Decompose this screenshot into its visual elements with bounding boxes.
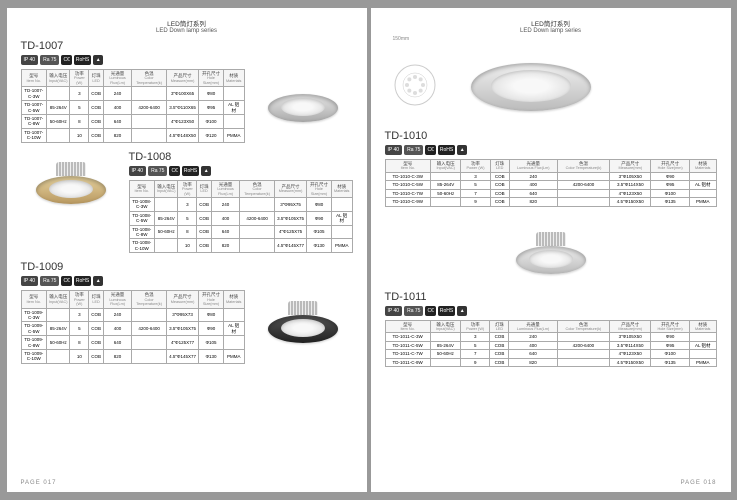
lamp-icon	[36, 166, 106, 206]
table-row: TD-1009-C-8W50-60Hz8COB6404"Φ125X77Φ105	[21, 336, 244, 350]
rohs-badge: RoHS	[438, 306, 455, 316]
right-page: LED筒灯系列 LED Down lamp series 150mm TD-10…	[371, 8, 731, 492]
page-header-left: LED筒灯系列 LED Down lamp series	[21, 18, 353, 34]
table-row: TD-1010-C-7W50-60Hz7COB6404"Φ123X50Φ100	[385, 189, 716, 197]
lamp-icon	[471, 55, 591, 115]
table-row: TD-1008-C-10W10COB8204.5"Φ145X77Φ130PMMA	[129, 239, 352, 253]
model-title: TD-1011	[385, 291, 717, 303]
rohs-badge: RoHS	[438, 145, 455, 155]
model-title: TD-1008	[129, 151, 353, 163]
model-title: TD-1009	[21, 261, 353, 273]
triangle-icon: ▲	[93, 276, 103, 286]
product-TD-1011: TD-1011 IP 40 Ra 75 C€ RoHS ▲ 型号Item No.…	[385, 221, 717, 368]
product-image	[451, 40, 611, 130]
ip-badge: IP 40	[385, 145, 403, 155]
ce-badge: C€	[425, 145, 435, 155]
table-row: TD-1011-C-9W9COB8204.5"Φ150X50Φ135PMMA	[385, 358, 716, 366]
triangle-icon: ▲	[201, 166, 211, 176]
ce-badge: C€	[61, 276, 71, 286]
table-row: TD-1008-C-5W85-264V5COB4004200-64003.5"Φ…	[129, 211, 352, 225]
ip-badge: IP 40	[21, 276, 39, 286]
product-image	[253, 69, 353, 139]
lamp-icon	[268, 305, 338, 345]
ce-badge: C€	[61, 55, 71, 65]
badges: IP 40 Ra 75 C€ RoHS ▲	[385, 145, 717, 155]
table-row: TD-1008-C-8W50-60Hz8COB6404"Φ125X75Φ105	[129, 225, 352, 239]
ra-badge: Ra 75	[40, 55, 59, 65]
ra-badge: Ra 75	[404, 145, 423, 155]
product-image	[501, 221, 601, 291]
table-row: TD-1008-C-3W3COB2403"Φ95X75Φ80	[129, 198, 352, 212]
product-image	[253, 290, 353, 360]
spec-table: 型号Item No.输入电压Input(VAC)功率Power (W)灯珠LED…	[21, 69, 245, 143]
ce-badge: C€	[425, 306, 435, 316]
lamp-icon	[516, 236, 586, 276]
triangle-icon: ▲	[457, 306, 467, 316]
table-row: TD-1010-C-3W3COB2403"Φ105X50Φ90	[385, 172, 716, 180]
product-TD-1008: TD-1008 IP 40 Ra 75 C€ RoHS ▲ 型号Item No.…	[21, 151, 353, 254]
spec-table: 型号Item No.输入电压Input(VAC)功率Power (W)灯珠LED…	[21, 290, 245, 364]
model-title: TD-1010	[385, 130, 717, 142]
table-row: TD-1007-C-8W50-60Hz8COB6404"Φ123X50Φ100	[21, 115, 244, 129]
table-row: TD-1010-C-9W9COB8204.5"Φ150X50Φ135PMMA	[385, 198, 716, 206]
rohs-badge: RoHS	[74, 55, 91, 65]
page-header-right: LED筒灯系列 LED Down lamp series	[385, 18, 717, 34]
lamp-icon	[268, 84, 338, 124]
model-title: TD-1007	[21, 40, 353, 52]
table-row: TD-1009-C-3W3COB2403"Φ95X73Φ80	[21, 308, 244, 322]
spec-table: 型号Item No.输入电压Input(VAC)功率Power (W)灯珠LED…	[385, 320, 717, 368]
spec-table: 型号Item No.输入电压Input(VAC)功率Power (W)灯珠LED…	[129, 180, 353, 254]
left-page: LED筒灯系列 LED Down lamp series TD-1007 IP …	[7, 8, 367, 492]
ra-badge: Ra 75	[404, 306, 423, 316]
side-view-icon: 150mm	[385, 55, 445, 115]
table-row: TD-1007-C-3W3COB2403"Φ100X65Φ80	[21, 87, 244, 101]
rohs-badge: RoHS	[74, 276, 91, 286]
table-row: TD-1011-C-7W50-60Hz7COB6404"Φ123X50Φ100	[385, 350, 716, 358]
badges: IP 40 Ra 75 C€ RoHS ▲	[129, 166, 353, 176]
badges: IP 40 Ra 75 C€ RoHS ▲	[385, 306, 717, 316]
badges: IP 40 Ra 75 C€ RoHS ▲	[21, 276, 353, 286]
product-TD-1009: TD-1009 IP 40 Ra 75 C€ RoHS ▲ 型号Item No.…	[21, 261, 353, 364]
table-row: TD-1011-C-5W85-264V5COB4004200-64003.5"Φ…	[385, 341, 716, 349]
product-image	[21, 151, 121, 221]
ip-badge: IP 40	[21, 55, 39, 65]
table-row: TD-1007-C-10W10COB8204.5"Φ148X50Φ120PMMA	[21, 128, 244, 142]
ra-badge: Ra 75	[40, 276, 59, 286]
ra-badge: Ra 75	[148, 166, 167, 176]
triangle-icon: ▲	[93, 55, 103, 65]
ip-badge: IP 40	[385, 306, 403, 316]
table-row: TD-1011-C-3W3COB2403"Φ105X50Φ90	[385, 333, 716, 341]
rohs-badge: RoHS	[182, 166, 199, 176]
page-number-right: PAGE 018	[681, 480, 717, 486]
ip-badge: IP 40	[129, 166, 147, 176]
triangle-icon: ▲	[457, 145, 467, 155]
ce-badge: C€	[169, 166, 179, 176]
table-row: TD-1010-C-5W85-264V5COB4004200-64003.5"Φ…	[385, 181, 716, 189]
spec-table: 型号Item No.输入电压Input(VAC)功率Power (W)灯珠LED…	[385, 159, 717, 207]
page-number-left: PAGE 017	[21, 480, 57, 486]
table-row: TD-1009-C-5W85-264V5COB4004200-64003.5"Φ…	[21, 322, 244, 336]
badges: IP 40 Ra 75 C€ RoHS ▲	[21, 55, 353, 65]
product-TD-1010: 150mm TD-1010 IP 40 Ra 75 C€ RoHS ▲ 型号It…	[385, 40, 717, 207]
product-TD-1007: TD-1007 IP 40 Ra 75 C€ RoHS ▲ 型号Item No.…	[21, 40, 353, 143]
table-row: TD-1009-C-10W10COB8204.5"Φ145X77Φ130PMMA	[21, 350, 244, 364]
table-row: TD-1007-C-5W85-264V5COB4004200-64003.5"Φ…	[21, 101, 244, 115]
